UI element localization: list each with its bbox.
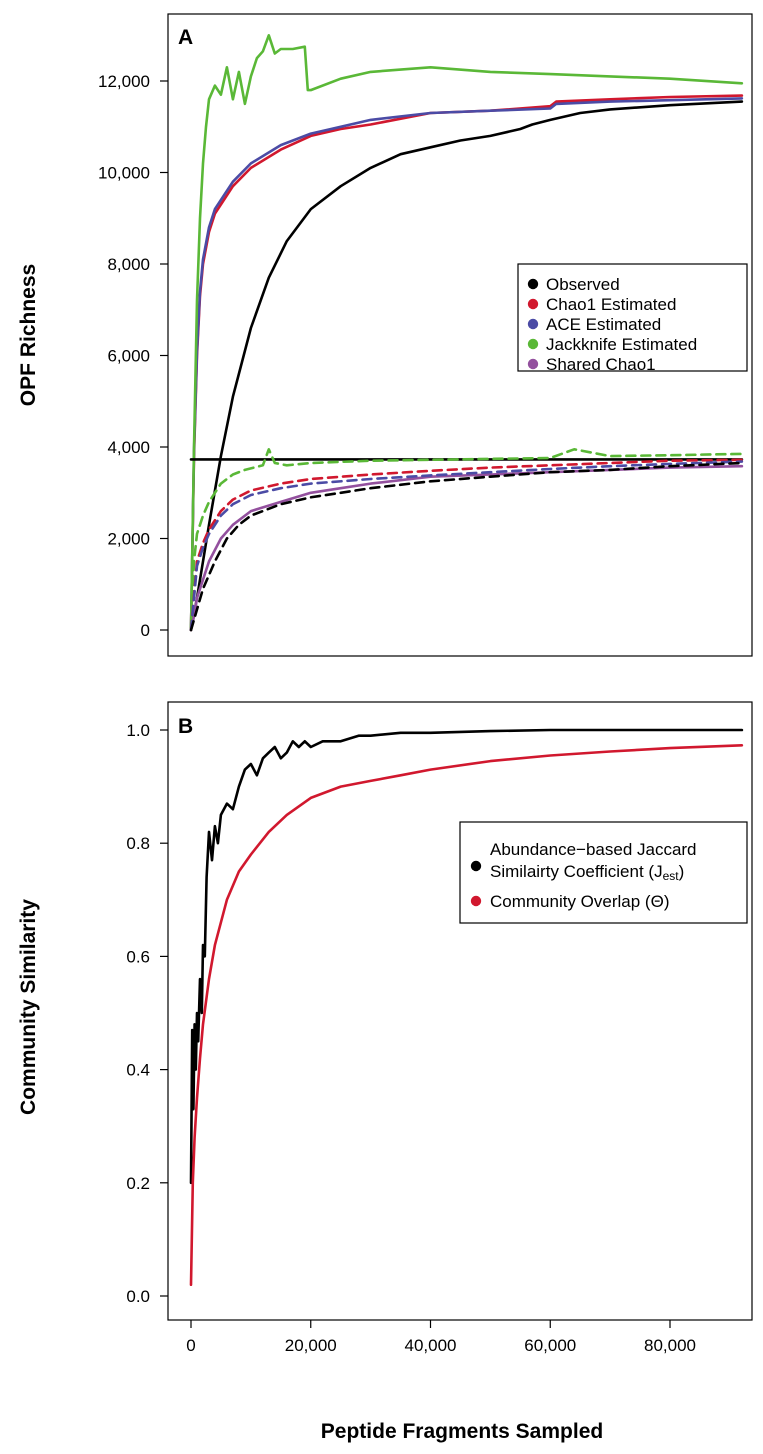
legend-label-community-overlap: Community Overlap (Θ) xyxy=(490,892,669,911)
panel-a-frame xyxy=(167,13,753,657)
panel-b-legend-box xyxy=(459,821,748,924)
y-tick-label: 0 xyxy=(141,621,150,640)
panel-b-legend: Abundance−based Jaccard Similairty Coeffi… xyxy=(459,821,748,924)
panel-a: A 0 2,000 4,000 6,000 8,000 10,000 12,000 OPF … xyxy=(17,13,753,657)
legend-label-chao1-estimated: Chao1 Estimated xyxy=(546,295,676,314)
panel-b-series xyxy=(189,728,744,1286)
panel-a-y-axis: 0 2,000 4,000 6,000 8,000 10,000 12,000 xyxy=(98,72,168,640)
y-tick-label: 8,000 xyxy=(107,255,150,274)
y-tick-label: 1.0 xyxy=(126,721,150,740)
panel-a-legend-box xyxy=(517,263,748,372)
legend-label-jackknife-estimated: Jackknife Estimated xyxy=(546,335,697,354)
series-line-abundance-based-jaccard xyxy=(189,728,744,1185)
panel-b-frame xyxy=(167,701,753,1321)
x-tick-label: 0 xyxy=(186,1336,195,1355)
series-line-shared-chao1 xyxy=(189,464,744,632)
legend-label-jaccard-line-1: Abundance−based Jaccard xyxy=(490,840,697,859)
y-tick-label: 0.2 xyxy=(126,1174,150,1193)
y-tick-label: 2,000 xyxy=(107,530,150,549)
y-tick-label: 0.8 xyxy=(126,834,150,853)
legend-marker-ace-estimated xyxy=(527,318,539,330)
legend-marker-chao1-estimated xyxy=(527,298,539,310)
panel-a-series xyxy=(189,33,744,632)
panel-b: B 0.0 0.2 0.4 0.6 0.8 1.0 0 20,000 40,000 60,000… xyxy=(17,701,753,1443)
panel-b-y-axis-title: Community Similarity xyxy=(17,899,40,1115)
legend-label-jaccard-line-2: Similairty Coefficient (Jest) xyxy=(490,862,684,883)
series-line-8-dashed xyxy=(189,460,744,632)
x-tick-label: 60,000 xyxy=(524,1336,576,1355)
series-line-observed xyxy=(189,100,744,632)
y-tick-label: 0.4 xyxy=(126,1061,150,1080)
legend-marker-observed xyxy=(527,278,539,290)
legend-label-observed: Observed xyxy=(546,275,620,294)
y-tick-label: 0.0 xyxy=(126,1287,150,1306)
series-line-ace-estimated xyxy=(189,97,744,632)
series-line-6-dashed xyxy=(189,447,744,632)
panel-b-x-axis: 0 20,000 40,000 60,000 80,000 xyxy=(186,1320,696,1355)
series-line-jackknife-estimated xyxy=(189,33,744,632)
series-line-7-dashed xyxy=(189,458,744,632)
y-tick-label: 12,000 xyxy=(98,72,150,91)
panel-a-label: A xyxy=(178,26,193,49)
panel-b-label: B xyxy=(178,715,193,738)
legend-label-shared-chao1: Shared Chao1 xyxy=(546,355,656,374)
series-line-9-dashed xyxy=(189,461,744,632)
y-tick-label: 4,000 xyxy=(107,438,150,457)
panel-a-y-axis-title: OPF Richness xyxy=(17,264,40,406)
y-tick-label: 10,000 xyxy=(98,164,150,183)
series-line-community-overlap xyxy=(189,743,744,1286)
legend-label-ace-estimated: ACE Estimated xyxy=(546,315,661,334)
x-tick-label: 20,000 xyxy=(285,1336,337,1355)
legend-marker-jackknife-estimated xyxy=(527,338,539,350)
legend-marker-community-overlap xyxy=(470,895,482,907)
panel-b-x-axis-title: Peptide Fragments Sampled xyxy=(321,1420,603,1443)
x-tick-label: 40,000 xyxy=(405,1336,457,1355)
x-tick-label: 80,000 xyxy=(644,1336,696,1355)
panel-b-y-axis: 0.0 0.2 0.4 0.6 0.8 1.0 xyxy=(126,721,168,1306)
legend-label-jaccard-subscript: est xyxy=(663,869,680,883)
y-tick-label: 0.6 xyxy=(126,947,150,966)
legend-marker-shared-chao1 xyxy=(527,358,539,370)
legend-marker-jaccard xyxy=(470,860,482,872)
legend-label-jaccard-suffix: ) xyxy=(679,862,685,881)
y-tick-label: 6,000 xyxy=(107,347,150,366)
